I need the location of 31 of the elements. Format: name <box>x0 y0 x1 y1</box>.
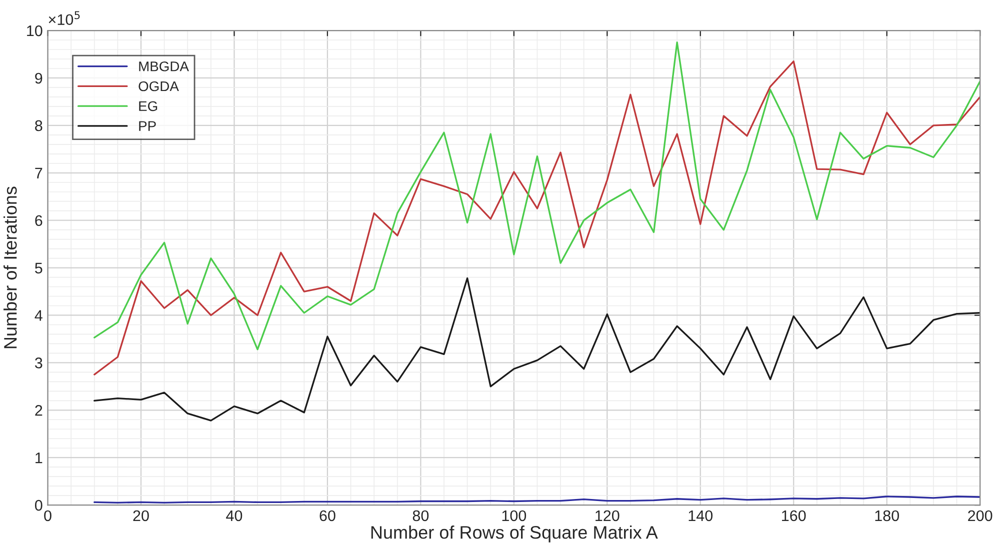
y-tick-label: 7 <box>35 168 42 178</box>
legend-label: MBGDA <box>139 61 189 72</box>
line-series <box>94 277 980 422</box>
y-axis-title: Number of Iterations <box>4 186 17 348</box>
y-tick-label: 0 <box>35 500 42 511</box>
x-axis-title: Number of Rows of Square Matrix A <box>371 526 658 542</box>
x-tick-label: 40 <box>226 510 242 522</box>
y-tick-label: 2 <box>35 405 42 416</box>
y-tick-label: 1 <box>36 452 42 464</box>
y-tick-label: 9 <box>35 72 42 84</box>
x-tick-label: 60 <box>320 510 336 522</box>
text: ×10$^{5}$ <box>48 11 80 26</box>
y-tick-label: 4 <box>34 310 42 321</box>
x-tick-label: 0 <box>44 510 52 522</box>
y-tick-label: 10 <box>27 25 42 36</box>
x-tick-label: 100 <box>502 510 526 522</box>
y-tick-label: 6 <box>35 215 42 226</box>
y-tick-label: 8 <box>35 120 42 132</box>
x-tick-label: 120 <box>596 510 620 522</box>
x-tick-label: 80 <box>412 510 429 522</box>
x-tick-label: 180 <box>875 510 899 522</box>
y-tick-label: 3 <box>34 358 42 368</box>
legend-label: OGDA <box>138 81 179 92</box>
line-series <box>94 496 980 504</box>
legend-label: PP <box>139 121 156 131</box>
x-tick-label: 140 <box>688 510 713 522</box>
x-tick-label: 160 <box>782 510 806 522</box>
x-tick-label: 20 <box>133 510 149 522</box>
x-tick-label: 200 <box>968 510 992 522</box>
y-tick-label: 5 <box>35 262 42 274</box>
legend-label: EG <box>139 101 158 112</box>
